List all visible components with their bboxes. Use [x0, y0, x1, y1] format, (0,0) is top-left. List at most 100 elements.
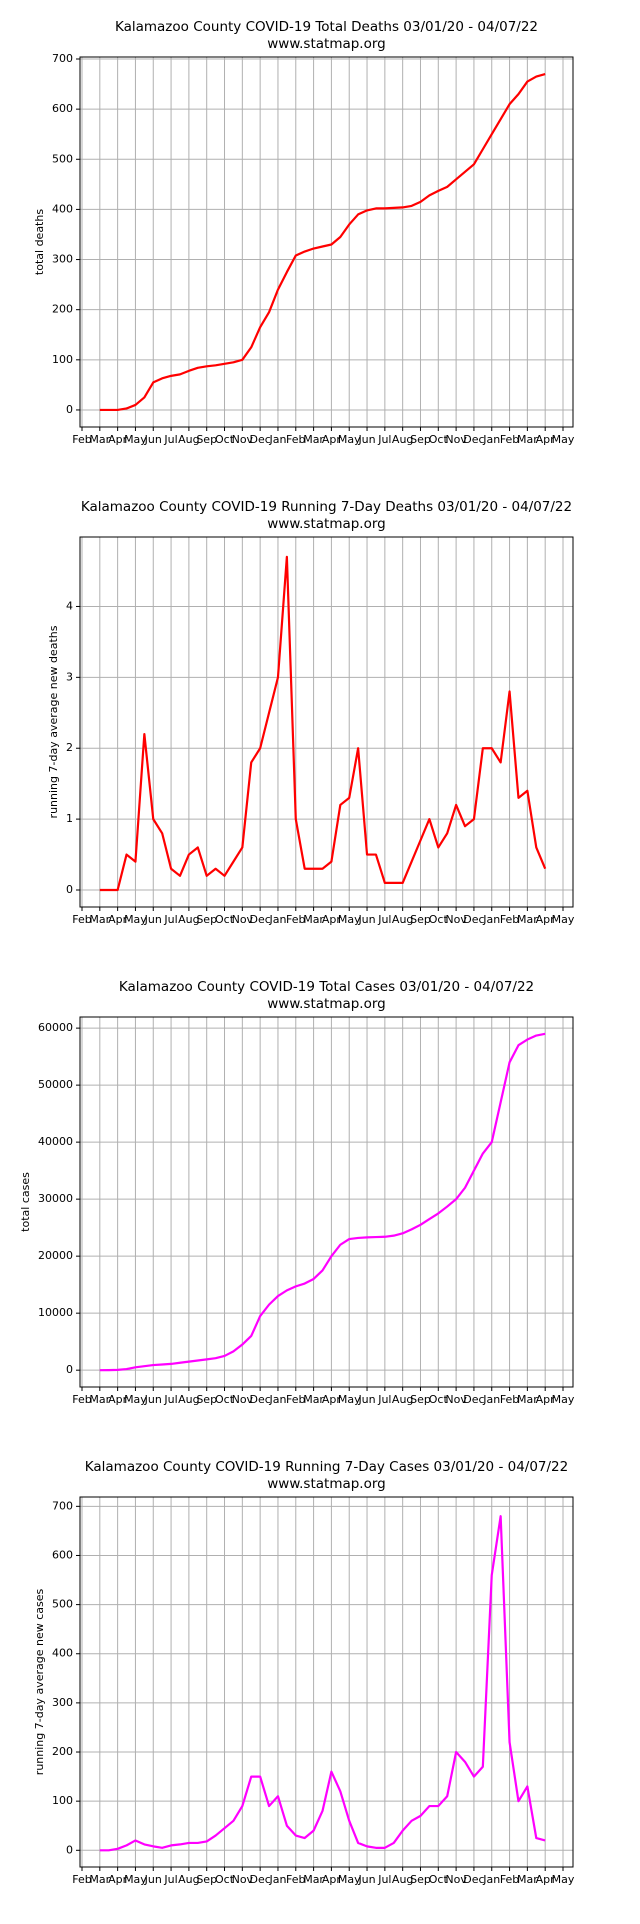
x-tick-label: Aug [392, 1873, 413, 1886]
x-tick-label: Oct [429, 913, 449, 926]
y-axis-label: total deaths [33, 209, 46, 275]
x-tick-label: Apr [108, 1393, 128, 1406]
x-tick-label: Aug [178, 1873, 199, 1886]
chart-title: Kalamazoo County COVID-19 Running 7-Day … [81, 499, 572, 515]
x-tick-label: Dec [463, 1873, 484, 1886]
plot-frame [79, 536, 574, 908]
x-tick-label: Feb [500, 433, 519, 446]
y-tick-label: 400 [52, 202, 73, 215]
x-tick-label: Mar [303, 913, 324, 926]
y-tick-label: 300 [52, 1696, 73, 1709]
x-tick-label: Mar [89, 1393, 110, 1406]
x-tick-label: Sep [410, 1873, 431, 1886]
x-tick-label: Feb [72, 1873, 91, 1886]
x-tick-label: Feb [72, 433, 91, 446]
x-tick-label: Sep [196, 433, 217, 446]
x-tick-label: Sep [196, 1393, 217, 1406]
x-tick-label: Oct [215, 433, 235, 446]
plot-frame [79, 1016, 574, 1388]
y-tick-label: 600 [52, 102, 73, 115]
x-tick-label: Jan [268, 433, 286, 446]
x-tick-label: Nov [232, 1393, 254, 1406]
data-line [99, 555, 547, 892]
x-tick-label: Jun [144, 433, 162, 446]
x-tick-label: Dec [463, 1393, 484, 1406]
y-tick-label: 600 [52, 1548, 73, 1561]
x-tick-label: Jan [268, 1873, 286, 1886]
x-tick-label: Jul [163, 913, 177, 926]
x-tick-label: Aug [392, 1393, 413, 1406]
y-axis-label: running 7-day average new cases [33, 1589, 46, 1776]
x-tick-label: Jul [377, 913, 391, 926]
y-axis-label: total cases [19, 1172, 32, 1232]
x-tick-label: Jul [163, 1873, 177, 1886]
plot-frame [79, 56, 574, 428]
x-tick-label: Jan [482, 433, 500, 446]
x-tick-label: Apr [536, 1393, 556, 1406]
y-tick-label: 100 [52, 1794, 73, 1807]
x-tick-label: Aug [178, 1393, 199, 1406]
y-axis-label: running 7-day average new deaths [47, 625, 60, 818]
y-tick-label: 4 [66, 599, 73, 612]
x-tick-label: May [552, 1873, 575, 1886]
x-tick-label: Nov [232, 433, 254, 446]
x-tick-label: Feb [72, 1393, 91, 1406]
x-tick-label: Dec [463, 433, 484, 446]
y-tick-label: 700 [52, 1499, 73, 1512]
x-tick-label: Feb [286, 1873, 305, 1886]
x-tick-label: Apr [536, 913, 556, 926]
x-tick-label: Jun [357, 1393, 375, 1406]
chart-panel: Kalamazoo County COVID-19 Running 7-Day … [33, 1459, 575, 1886]
x-tick-label: May [338, 913, 361, 926]
x-tick-label: Dec [249, 433, 270, 446]
x-tick-label: May [552, 1393, 575, 1406]
x-tick-label: Mar [89, 1873, 110, 1886]
x-tick-label: Oct [429, 1873, 449, 1886]
y-tick-label: 0 [66, 1843, 73, 1856]
x-tick-label: Aug [178, 913, 199, 926]
x-tick-label: Oct [215, 1393, 235, 1406]
x-tick-label: Jun [144, 913, 162, 926]
x-tick-label: Jul [163, 433, 177, 446]
x-tick-label: Dec [249, 913, 270, 926]
x-tick-label: Feb [286, 913, 305, 926]
x-tick-label: May [338, 433, 361, 446]
chart-title: Kalamazoo County COVID-19 Total Deaths 0… [115, 19, 538, 35]
x-tick-label: Dec [249, 1873, 270, 1886]
y-tick-label: 20000 [38, 1249, 73, 1262]
x-tick-label: Nov [445, 433, 467, 446]
chart-subtitle: www.statmap.org [267, 1476, 386, 1492]
x-tick-label: Mar [89, 433, 110, 446]
x-tick-label: Sep [196, 913, 217, 926]
x-tick-label: Jul [377, 1873, 391, 1886]
y-tick-label: 100 [52, 353, 73, 366]
y-tick-label: 0 [66, 1363, 73, 1376]
y-tick-label: 300 [52, 253, 73, 266]
x-tick-label: Jun [357, 913, 375, 926]
x-tick-label: Oct [215, 1873, 235, 1886]
plot-area [80, 537, 573, 907]
chart-subtitle: www.statmap.org [267, 996, 386, 1012]
data-line [99, 1032, 546, 1372]
x-tick-label: Sep [410, 1393, 431, 1406]
x-tick-label: Sep [410, 433, 431, 446]
x-tick-label: Nov [445, 913, 467, 926]
data-line [99, 1515, 546, 1852]
x-tick-label: Apr [322, 433, 342, 446]
y-tick-label: 0 [66, 403, 73, 416]
x-tick-label: Mar [303, 1873, 324, 1886]
x-tick-label: Jul [377, 1393, 391, 1406]
x-tick-label: Nov [445, 1873, 467, 1886]
x-tick-label: May [338, 1393, 361, 1406]
y-tick-label: 1 [66, 812, 73, 825]
x-tick-label: May [552, 433, 575, 446]
x-tick-label: May [338, 1873, 361, 1886]
y-tick-label: 2 [66, 741, 73, 754]
x-tick-label: Apr [108, 913, 128, 926]
x-tick-label: Feb [72, 913, 91, 926]
x-tick-label: Mar [303, 1393, 324, 1406]
x-tick-label: Aug [178, 433, 199, 446]
plot-frame [79, 1496, 574, 1868]
x-tick-label: May [124, 433, 147, 446]
